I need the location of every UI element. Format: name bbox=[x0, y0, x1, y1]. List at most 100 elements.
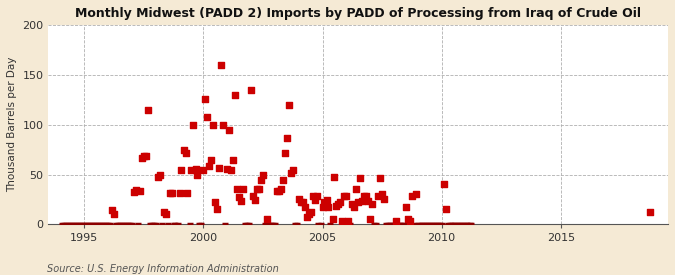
Point bbox=[373, 194, 383, 199]
Point bbox=[288, 167, 298, 172]
Point bbox=[267, 222, 278, 227]
Point bbox=[381, 222, 392, 227]
Point bbox=[349, 205, 360, 210]
Point bbox=[298, 200, 308, 205]
Point bbox=[331, 204, 342, 208]
Point bbox=[69, 222, 80, 227]
Point bbox=[412, 222, 423, 227]
Point bbox=[182, 191, 193, 196]
Point bbox=[375, 175, 385, 180]
Point bbox=[301, 215, 312, 219]
Point bbox=[232, 187, 242, 192]
Point bbox=[399, 222, 410, 227]
Point bbox=[363, 199, 374, 204]
Point bbox=[454, 222, 465, 227]
Point bbox=[458, 222, 469, 227]
Point bbox=[194, 222, 205, 227]
Point bbox=[176, 167, 187, 172]
Point bbox=[162, 222, 173, 227]
Point bbox=[200, 97, 211, 101]
Point bbox=[121, 222, 132, 227]
Point bbox=[61, 222, 72, 227]
Point bbox=[196, 222, 207, 227]
Point bbox=[142, 108, 153, 112]
Point bbox=[367, 202, 377, 207]
Point bbox=[220, 222, 231, 227]
Point bbox=[325, 222, 335, 227]
Point bbox=[462, 222, 472, 227]
Point bbox=[339, 194, 350, 199]
Point bbox=[136, 155, 147, 160]
Point bbox=[295, 200, 306, 205]
Point bbox=[360, 194, 371, 199]
Point bbox=[329, 174, 340, 179]
Point bbox=[460, 222, 471, 227]
Point bbox=[345, 222, 356, 227]
Point bbox=[292, 222, 302, 227]
Title: Monthly Midwest (PADD 2) Imports by PADD of Processing from Iraq of Crude Oil: Monthly Midwest (PADD 2) Imports by PADD… bbox=[76, 7, 641, 20]
Point bbox=[323, 205, 334, 210]
Point bbox=[59, 222, 70, 227]
Point bbox=[279, 150, 290, 155]
Point bbox=[85, 222, 96, 227]
Point bbox=[208, 123, 219, 127]
Point bbox=[286, 170, 296, 175]
Point bbox=[223, 128, 234, 132]
Point bbox=[130, 188, 141, 193]
Point bbox=[65, 222, 76, 227]
Point bbox=[151, 222, 161, 227]
Point bbox=[450, 222, 461, 227]
Point bbox=[400, 205, 411, 210]
Point bbox=[263, 222, 274, 227]
Point bbox=[168, 222, 179, 227]
Point bbox=[134, 189, 145, 194]
Point bbox=[421, 222, 431, 227]
Point bbox=[71, 222, 82, 227]
Point bbox=[161, 212, 171, 216]
Point bbox=[138, 153, 149, 158]
Point bbox=[222, 166, 233, 171]
Point bbox=[431, 222, 441, 227]
Point bbox=[240, 222, 250, 227]
Point bbox=[369, 222, 379, 227]
Point bbox=[446, 222, 457, 227]
Point bbox=[174, 191, 185, 196]
Point bbox=[83, 222, 94, 227]
Point bbox=[393, 222, 404, 227]
Point bbox=[423, 222, 433, 227]
Point bbox=[385, 222, 396, 227]
Point bbox=[248, 194, 259, 199]
Point bbox=[67, 222, 78, 227]
Point bbox=[75, 222, 86, 227]
Point bbox=[277, 177, 288, 182]
Point bbox=[192, 172, 202, 177]
Point bbox=[146, 222, 157, 227]
Point bbox=[452, 222, 463, 227]
Point bbox=[244, 222, 254, 227]
Point bbox=[166, 191, 177, 196]
Point bbox=[435, 222, 446, 227]
Point bbox=[315, 222, 326, 227]
Text: Source: U.S. Energy Information Administration: Source: U.S. Energy Information Administ… bbox=[47, 264, 279, 274]
Point bbox=[464, 222, 475, 227]
Point bbox=[63, 222, 74, 227]
Point bbox=[117, 222, 128, 227]
Point bbox=[357, 199, 368, 204]
Point bbox=[89, 222, 100, 227]
Point bbox=[81, 222, 92, 227]
Point bbox=[256, 177, 267, 182]
Point bbox=[425, 222, 435, 227]
Point bbox=[645, 210, 655, 214]
Point bbox=[273, 189, 284, 194]
Point bbox=[86, 222, 97, 227]
Point bbox=[258, 172, 269, 177]
Point bbox=[227, 157, 238, 162]
Point bbox=[202, 115, 213, 119]
Point bbox=[216, 63, 227, 67]
Point bbox=[444, 222, 455, 227]
Point bbox=[250, 198, 261, 203]
Point bbox=[101, 222, 111, 227]
Point bbox=[57, 222, 68, 227]
Point bbox=[230, 93, 240, 97]
Point bbox=[99, 222, 109, 227]
